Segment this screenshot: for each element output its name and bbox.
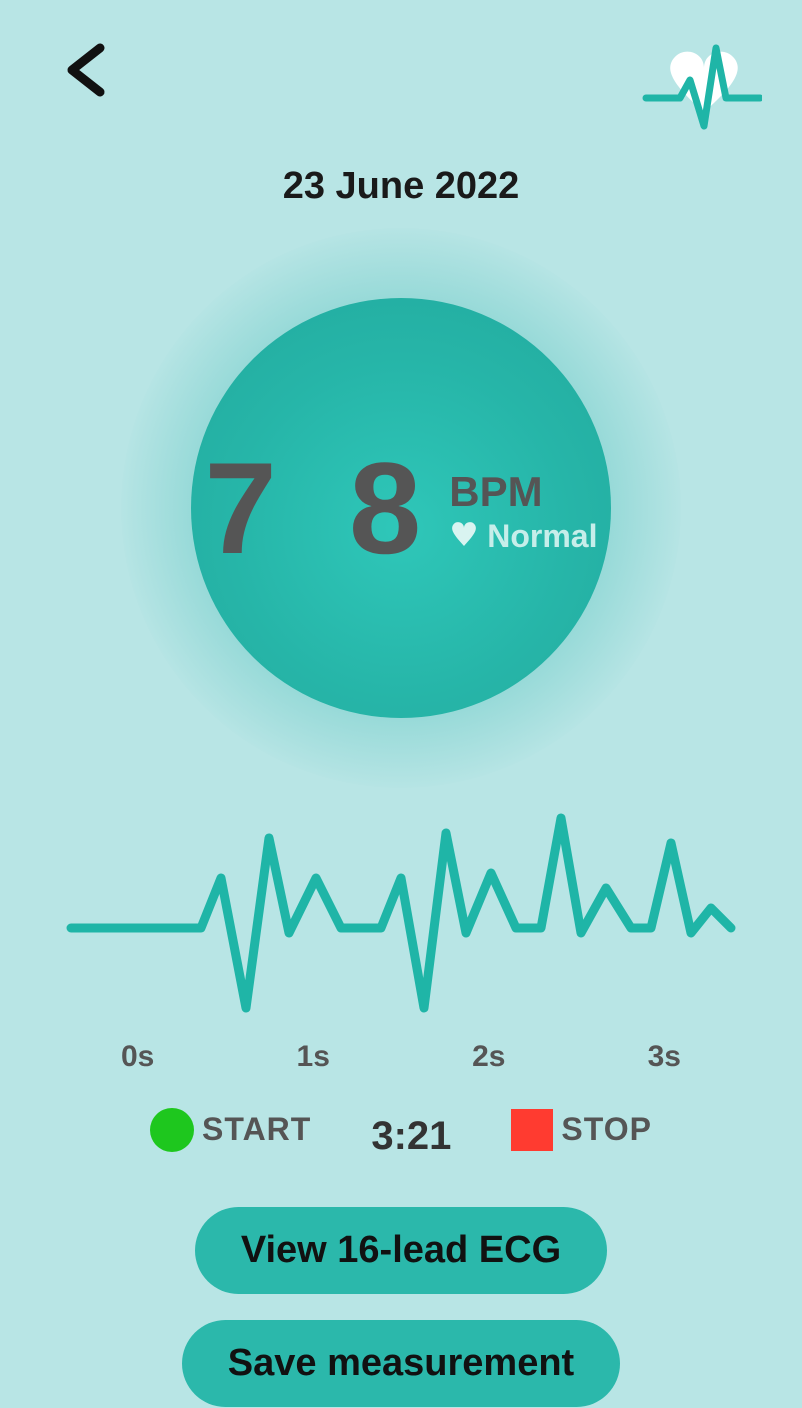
heart-pulse-logo-icon [642,40,762,145]
axis-label: 3s [648,1040,681,1074]
stop-square-icon [511,1109,553,1151]
bpm-value: 7 8 [205,443,440,573]
ecg-time-axis: 0s 1s 2s 3s [121,1040,681,1074]
bpm-status-label: Normal [487,518,597,555]
date-label: 23 June 2022 [0,165,802,208]
ecg-waveform [0,778,802,1028]
stop-button[interactable]: STOP [511,1109,652,1151]
start-button[interactable]: START [150,1108,311,1152]
heart-icon [449,520,479,553]
start-label: START [202,1111,311,1148]
back-button[interactable] [60,40,110,105]
bpm-unit-label: BPM [449,468,542,516]
axis-label: 1s [297,1040,330,1074]
axis-label: 2s [472,1040,505,1074]
bpm-circle: 7 8 BPM Normal [191,298,611,718]
stop-label: STOP [561,1111,652,1148]
axis-label: 0s [121,1040,154,1074]
bpm-display: 7 8 BPM Normal [0,228,802,788]
timer-label: 3:21 [371,1114,451,1159]
start-dot-icon [150,1108,194,1152]
view-ecg-button[interactable]: View 16-lead ECG [195,1207,607,1294]
save-measurement-button[interactable]: Save measurement [182,1320,620,1407]
